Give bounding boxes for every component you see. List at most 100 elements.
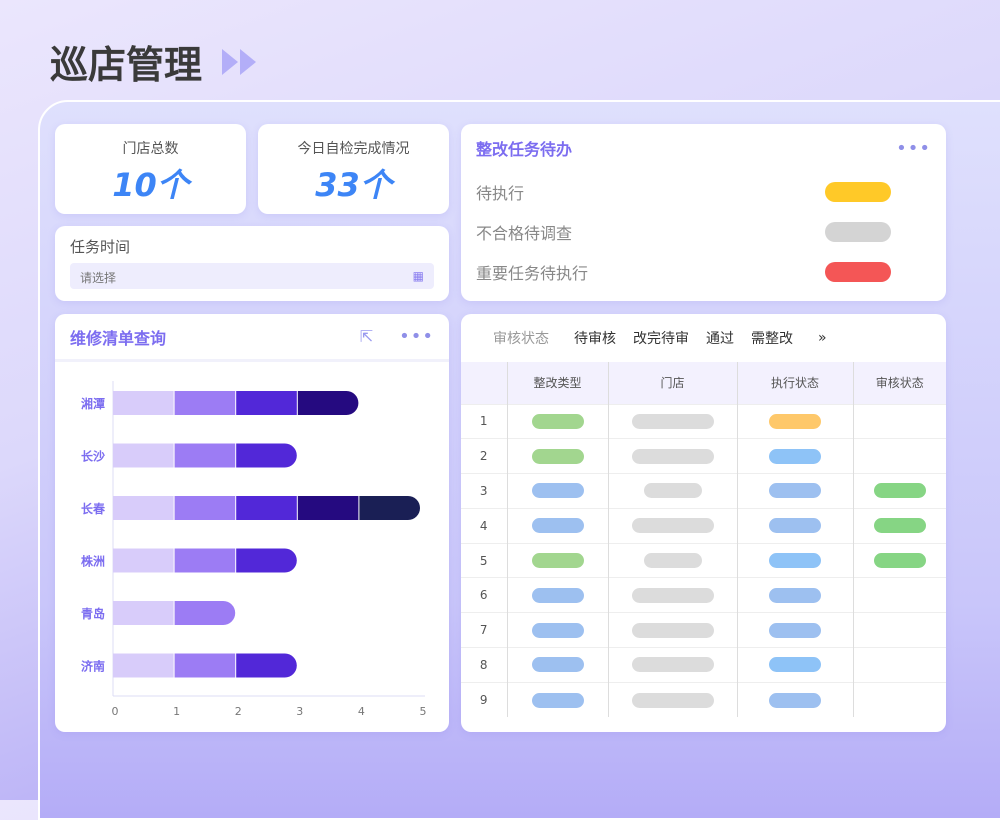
row-number: 9 [461, 681, 507, 718]
stat-value: 10个 [112, 166, 189, 204]
x-tick-label: 0 [112, 705, 119, 718]
column-header: 审核状态 [852, 362, 946, 404]
export-icon[interactable]: ⇱ [359, 327, 374, 346]
status-pill [769, 448, 821, 464]
date-placeholder: 请选择 [80, 271, 117, 285]
filter-tab[interactable]: 通过 [706, 331, 734, 347]
bar-segment [113, 496, 174, 520]
todo-count-pill [825, 222, 891, 242]
status-pill [873, 518, 926, 534]
title-text: 巡店管理 [50, 43, 203, 87]
table-row[interactable]: 2 [461, 438, 946, 474]
bar-segment [297, 496, 359, 520]
x-tick-label: 4 [358, 705, 365, 718]
row-number: 1 [461, 403, 507, 439]
todo-count-pill [825, 262, 891, 282]
bar-segment [174, 391, 236, 415]
table-row[interactable]: 9 [461, 681, 946, 718]
column-header: 整改类型 [506, 362, 608, 404]
y-tick-label: 青岛 [81, 606, 105, 621]
status-pill [643, 553, 702, 569]
status-pill [769, 553, 821, 569]
status-pill [531, 448, 584, 464]
filter-tab[interactable]: 改完待审 [633, 331, 689, 347]
chart-title: 维修清单查询 [70, 328, 167, 348]
row-number: 2 [461, 438, 507, 474]
todo-label: 不合格待调查 [476, 224, 573, 243]
date-picker[interactable]: 请选择 ▦ [70, 263, 434, 289]
todo-item[interactable]: 不合格待调查 [461, 212, 946, 252]
filter-tab[interactable]: 待审核 [574, 331, 616, 347]
stat-card-stores: 门店总数 10个 [55, 124, 246, 214]
y-tick-label: 长春 [81, 501, 106, 516]
status-pill [531, 553, 584, 569]
column-header [461, 362, 507, 404]
bar-segment [236, 548, 297, 573]
todo-label: 待执行 [476, 184, 525, 203]
more-tabs-icon[interactable]: » [818, 330, 827, 346]
status-pill [531, 657, 584, 673]
status-pill [531, 483, 584, 499]
x-tick-label: 5 [420, 705, 427, 718]
x-tick-label: 2 [235, 705, 242, 718]
bar-segment [236, 443, 297, 468]
status-pill [769, 692, 821, 708]
bar-segment [236, 496, 297, 520]
todo-card: 整改任务待办 ••• 待执行不合格待调查 重要任务待执行 [461, 124, 946, 301]
repair-chart-card: 维修清单查询 ⇱ ••• 湘潭 长沙 长春 株洲 青岛 济南 0 1 2 3 4 5 [55, 314, 449, 732]
bar-segment [113, 548, 174, 573]
bar-segment [174, 496, 236, 520]
table-row[interactable]: 7 [461, 612, 946, 648]
status-pill [631, 657, 714, 673]
calendar-icon: ▦ [412, 269, 424, 283]
status-pill [769, 622, 821, 638]
bar-segment [359, 496, 420, 520]
bar-segment [174, 601, 236, 625]
status-pill [769, 587, 821, 603]
bar-segment [113, 653, 174, 678]
bar-segment [174, 443, 236, 468]
bar-segment [113, 443, 174, 468]
stat-value: 33个 [315, 166, 392, 204]
bar-segment [174, 653, 236, 678]
table-row[interactable]: 6 [461, 577, 946, 613]
y-tick-label: 济南 [81, 659, 105, 674]
bar-segment [236, 391, 297, 415]
todo-item[interactable]: 重要任务待执行 [461, 252, 946, 292]
more-icon[interactable]: ••• [896, 137, 931, 159]
table-row[interactable]: 1 [461, 403, 946, 439]
bar-segment [113, 601, 174, 625]
stat-card-selfcheck: 今日自检完成情况 33个 [258, 124, 449, 214]
status-pill [769, 413, 821, 429]
status-pill [873, 483, 926, 499]
table-row[interactable]: 3 [461, 473, 946, 509]
table-row[interactable]: 8 [461, 647, 946, 683]
todo-title: 整改任务待办 [476, 140, 573, 159]
y-tick-label: 株洲 [81, 554, 105, 569]
status-pill [643, 483, 702, 499]
review-card: 审核状态 待审核 改完待审 通过 需整改» 整改类型 门店 执行状态 审核状态 1 2 3 4 5 6 7 8… [461, 314, 946, 732]
filter-tab[interactable]: 需整改 [751, 331, 793, 347]
bar-segment [113, 391, 174, 415]
todo-label: 重要任务待执行 [476, 264, 589, 283]
status-pill [873, 553, 926, 569]
row-number: 6 [461, 577, 507, 613]
row-number: 4 [461, 507, 507, 544]
stat-label: 今日自检完成情况 [297, 141, 410, 157]
status-pill [531, 622, 584, 638]
stat-label: 门店总数 [122, 141, 179, 157]
status-pill [769, 483, 821, 499]
double-arrow-icon [222, 48, 258, 75]
column-header: 门店 [607, 362, 737, 404]
x-tick-label: 1 [173, 705, 180, 718]
table-row[interactable]: 4 [461, 507, 946, 544]
row-number: 3 [461, 473, 507, 509]
table-row[interactable]: 5 [461, 542, 946, 578]
row-number: 8 [461, 647, 507, 683]
more-icon[interactable]: ••• [399, 326, 434, 347]
row-number: 7 [461, 612, 507, 648]
filter-label: 审核状态 [493, 331, 549, 347]
todo-item[interactable]: 待执行 [461, 172, 946, 212]
review-table: 整改类型 门店 执行状态 审核状态 1 2 3 4 5 6 7 8 9 [461, 362, 946, 718]
